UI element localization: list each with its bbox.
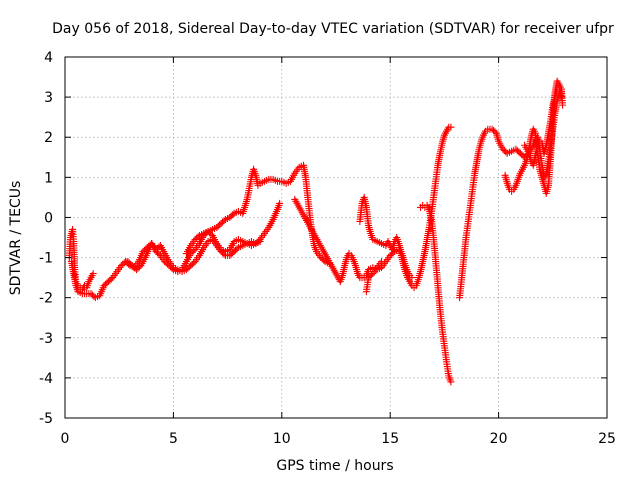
y-tick-label: -5 [39,411,53,427]
y-tick-label: 4 [44,50,53,66]
y-tick-label: -1 [39,251,53,267]
data-point [447,123,455,131]
x-tick-label: 0 [61,431,70,447]
series-track-f [356,193,416,282]
series-track-h [417,201,455,386]
axes: 0 5 10 15 20 25 -5 -4 -3 -2 -1 0 1 2 3 4 [39,50,616,447]
series-track-k [521,83,565,169]
series-track-g [362,258,386,296]
y-tick-label: 3 [44,90,53,106]
y-tick-label: -2 [39,291,53,307]
series-track-d [182,227,264,258]
y-tick-label: -3 [39,331,53,347]
data-points [65,77,567,386]
data-point [190,247,198,255]
data-point [125,260,133,268]
data-point [408,274,416,282]
grid [65,57,607,418]
data-point [233,245,241,253]
data-point [447,378,455,386]
data-point [107,275,115,283]
y-tick-label: -4 [39,371,53,387]
x-tick-label: 20 [490,431,508,447]
data-point [229,211,237,219]
data-point [146,241,154,249]
x-tick-label: 25 [598,431,616,447]
chart-title: Day 056 of 2018, Sidereal Day-to-day VTE… [52,21,614,37]
data-point [367,271,375,279]
data-point [194,233,202,241]
data-point [89,270,97,278]
data-point [559,101,567,109]
data-point [378,258,386,266]
data-point [190,259,198,267]
y-axis-title: SDTVAR / TECUs [8,181,24,296]
data-point [276,199,284,207]
x-tick-label: 15 [381,431,399,447]
x-axis-title: GPS time / hours [276,458,393,474]
x-tick-label: 5 [169,431,178,447]
y-tick-label: 1 [44,170,53,186]
data-point [155,250,163,258]
series-track-b [68,161,333,302]
plot-frame [64,56,608,419]
x-tick-label: 10 [273,431,291,447]
data-point [256,238,264,246]
data-point [557,89,565,97]
series-track-a [65,225,97,294]
y-tick-label: 0 [44,210,53,226]
y-tick-label: 2 [44,130,53,146]
data-point [220,217,228,225]
